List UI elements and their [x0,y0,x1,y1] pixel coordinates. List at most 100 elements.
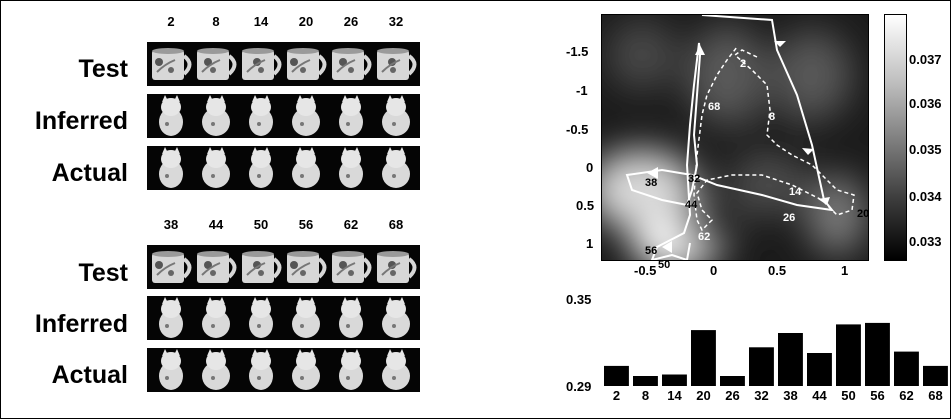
test-image [147,245,195,289]
object-image [372,296,420,340]
frame-number: 14 [241,14,281,29]
path-label: 50 [658,259,670,271]
path-label: 38 [645,177,657,189]
frame-number: 8 [196,14,236,29]
bar-category-label: 44 [810,388,830,403]
path-label: 56 [645,245,657,257]
bar-category-label: 26 [723,388,743,403]
object-image [327,348,375,392]
path-label: 26 [783,212,795,224]
bar-category-label: 50 [839,388,859,403]
object-image [147,146,195,190]
y-tick: 0 [586,160,593,175]
object-image [192,146,240,190]
frame-number: 2 [151,14,191,29]
test-image [327,42,375,86]
frame-number: 38 [151,217,191,232]
object-image [237,94,285,138]
x-tick: -0.5 [634,263,656,278]
bar-category-label: 20 [694,388,714,403]
bar-category-label: 62 [897,388,917,403]
test-image [192,42,240,86]
bar-category-label: 14 [665,388,685,403]
y-tick: 1 [586,236,593,251]
test-image [282,245,330,289]
colorbar-tick: 0.036 [909,96,942,111]
test-image [147,42,195,86]
frame-number: 26 [331,14,371,29]
object-image [327,94,375,138]
path-label: 2 [740,58,746,70]
bar [894,352,919,386]
test-image [237,42,285,86]
x-tick: 0 [710,263,717,278]
row-label-actual-bottom: Actual [0,361,128,390]
bar [662,375,687,387]
bar-category-label: 32 [752,388,772,403]
path-label: 8 [769,111,775,123]
test-image [237,245,285,289]
path-label: 68 [708,101,720,113]
path-label: 44 [685,199,697,211]
bar-category-label: 38 [781,388,801,403]
bar-y-tick-top: 0.35 [566,292,591,307]
y-tick: 0.5 [576,198,594,213]
row-label-test-top: Test [0,55,128,84]
test-image [372,42,420,86]
bar-category-label: 68 [926,388,946,403]
frame-number: 44 [196,217,236,232]
bar [865,323,890,386]
bar [720,376,745,386]
x-tick: 0.5 [768,263,786,278]
bar [836,324,861,386]
object-image [282,296,330,340]
object-image [327,296,375,340]
test-image [372,245,420,289]
frame-number: 62 [331,217,371,232]
bar-category-label: 56 [868,388,888,403]
bar-category-label: 2 [607,388,627,403]
bar [923,366,948,386]
object-image [192,348,240,392]
object-image [237,146,285,190]
frame-number: 32 [376,14,416,29]
y-tick: -1 [576,83,588,98]
row-label-test-bottom: Test [0,259,128,288]
bar-category-label: 8 [636,388,656,403]
colorbar [884,14,907,261]
colorbar-tick: 0.037 [909,52,942,67]
bar [633,376,658,386]
frame-number: 68 [376,217,416,232]
test-image [327,245,375,289]
object-image [192,296,240,340]
bar-chart [602,300,950,386]
object-image [372,146,420,190]
row-label-actual-top: Actual [0,159,128,188]
y-tick: -0.5 [566,122,588,137]
object-image [372,348,420,392]
row-label-inferred-top: Inferred [0,107,128,136]
frame-number: 56 [286,217,326,232]
path-label: 62 [698,231,710,243]
bar [807,353,832,386]
colorbar-tick: 0.034 [909,189,942,204]
object-image [327,146,375,190]
latent-space-heatmap [601,14,869,261]
object-image [282,146,330,190]
object-image [192,94,240,138]
bar-y-tick-bottom: 0.29 [566,379,591,394]
path-label: 14 [789,186,801,198]
frame-number: 20 [286,14,326,29]
object-image [147,296,195,340]
object-image [147,94,195,138]
object-image [282,94,330,138]
bar [691,330,716,386]
path-label: 20 [857,208,869,220]
object-image [237,296,285,340]
bar [778,333,803,386]
row-label-inferred-bottom: Inferred [0,310,128,339]
object-image [147,348,195,392]
bar [604,366,629,386]
object-image [372,94,420,138]
object-image [237,348,285,392]
